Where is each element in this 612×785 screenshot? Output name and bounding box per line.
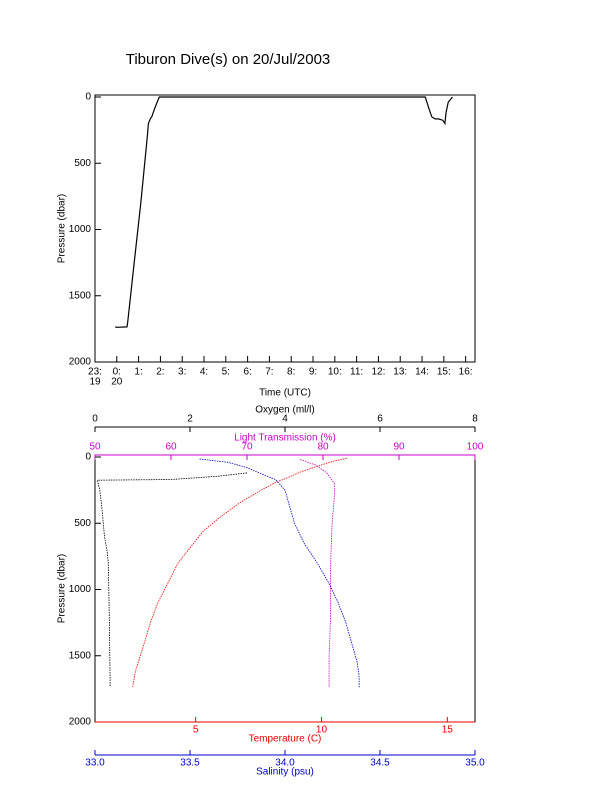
x-tick-label: 15 [442, 725, 454, 736]
x-axis-label: Temperature (C) [249, 734, 322, 745]
x-tick-label: 33.5 [180, 758, 200, 769]
x-tick-label: 5: [222, 367, 230, 378]
x-axis-label: Light Transmission (%) [234, 433, 336, 444]
x-tick-label: 4: [200, 367, 208, 378]
y-tick-label: 500 [74, 158, 91, 169]
plot-frame [94, 454, 476, 723]
x-tick-label: 2 [187, 414, 193, 425]
chart-title: Tiburon Dive(s) on 20/Jul/2003 [126, 51, 331, 68]
y-axis-label: Pressure (dbar) [57, 194, 68, 263]
x-tick-label: 4 [282, 414, 288, 425]
plot-frame [94, 94, 476, 363]
x-tick-label: 35.0 [465, 758, 485, 769]
x-tick-label: 6 [377, 414, 383, 425]
profile-line [96, 472, 248, 687]
x-day-label: 20 [111, 377, 123, 388]
x-tick-label: 34.0 [275, 758, 295, 769]
y-tick-label: 1500 [69, 290, 92, 301]
x-tick-label: 80 [317, 442, 329, 453]
pressure-line [114, 96, 453, 328]
x-tick-label: 1: [134, 367, 142, 378]
x-tick-label: 8: [287, 367, 295, 378]
y-axis-label: Pressure (dbar) [57, 554, 68, 623]
x-tick-label: 34.5 [370, 758, 390, 769]
x-tick-label: 11: [350, 367, 363, 378]
x-tick-label: 13: [393, 367, 407, 378]
x-tick-label: 0 [92, 414, 98, 425]
x-tick-label: 6: [243, 367, 251, 378]
x-tick-label: 3: [178, 367, 186, 378]
y-tick-label: 1500 [69, 650, 92, 661]
x-tick-label: 14: [415, 367, 429, 378]
x-tick-label: 12: [371, 367, 385, 378]
x-tick-label: 23: [88, 367, 102, 378]
y-tick-label: 1000 [69, 224, 92, 235]
y-tick-label: 1000 [69, 584, 92, 595]
x-tick-label: 90 [393, 442, 405, 453]
profile-line [199, 458, 360, 688]
x-axis-label: Salinity (psu) [256, 767, 314, 778]
x-tick-label: 8 [472, 414, 478, 425]
x-tick-label: 2: [156, 367, 164, 378]
x-tick-label: 16: [459, 367, 473, 378]
x-tick-label: 60 [165, 442, 177, 453]
x-tick-label: 10 [316, 725, 328, 736]
x-tick-label: 70 [241, 442, 253, 453]
x-tick-label: 9: [309, 367, 317, 378]
y-tick-label: 0 [85, 92, 91, 103]
x-tick-label: 0: [113, 367, 121, 378]
x-tick-label: 50 [89, 442, 101, 453]
x-tick-label: 33.0 [85, 758, 105, 769]
x-axis-label: Time (UTC) [259, 388, 311, 399]
y-tick-label: 0 [85, 452, 91, 463]
profile-line [132, 457, 347, 687]
y-tick-label: 2000 [69, 357, 92, 368]
x-tick-label: 7: [265, 367, 273, 378]
x-tick-label: 100 [467, 442, 484, 453]
x-tick-label: 15: [437, 367, 451, 378]
y-tick-label: 500 [74, 518, 91, 529]
x-axis-label: Oxygen (ml/l) [255, 405, 314, 416]
x-tick-label: 5 [193, 725, 199, 736]
x-tick-label: 10: [328, 367, 342, 378]
y-tick-label: 2000 [69, 717, 92, 728]
x-day-label: 19 [89, 377, 101, 388]
profile-line [300, 459, 335, 688]
